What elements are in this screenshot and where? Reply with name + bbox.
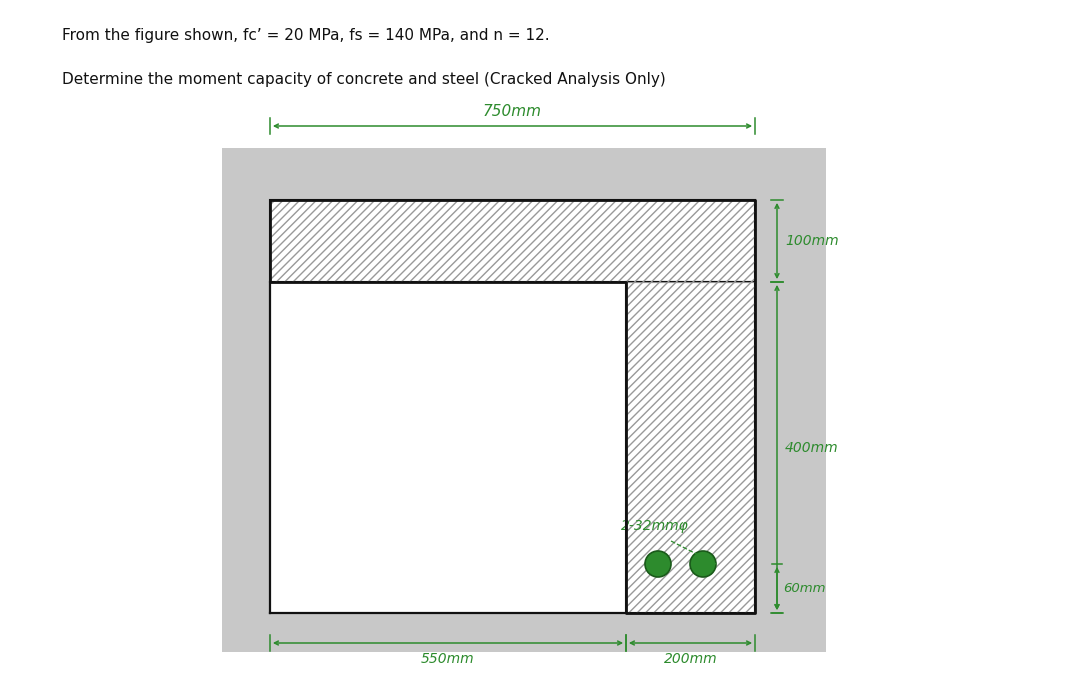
Bar (270, 200, 755, 282)
Circle shape (690, 551, 716, 577)
Circle shape (645, 551, 671, 577)
Bar (270, 282, 626, 613)
Text: 750mm: 750mm (483, 105, 542, 119)
Text: 60mm: 60mm (783, 582, 825, 595)
Bar (626, 282, 755, 613)
Bar (626, 282, 755, 613)
Text: Determine the moment capacity of concrete and steel (Cracked Analysis Only): Determine the moment capacity of concret… (62, 72, 665, 87)
Bar (222, 148, 826, 652)
Text: 200mm: 200mm (664, 652, 717, 666)
Text: 400mm: 400mm (785, 440, 839, 455)
Text: 550mm: 550mm (421, 652, 475, 666)
Bar (270, 200, 755, 282)
Text: From the figure shown, fc’ = 20 MPa, fs = 140 MPa, and n = 12.: From the figure shown, fc’ = 20 MPa, fs … (62, 28, 550, 43)
Text: 2-32mmφ: 2-32mmφ (621, 519, 689, 533)
Text: 100mm: 100mm (785, 234, 839, 248)
